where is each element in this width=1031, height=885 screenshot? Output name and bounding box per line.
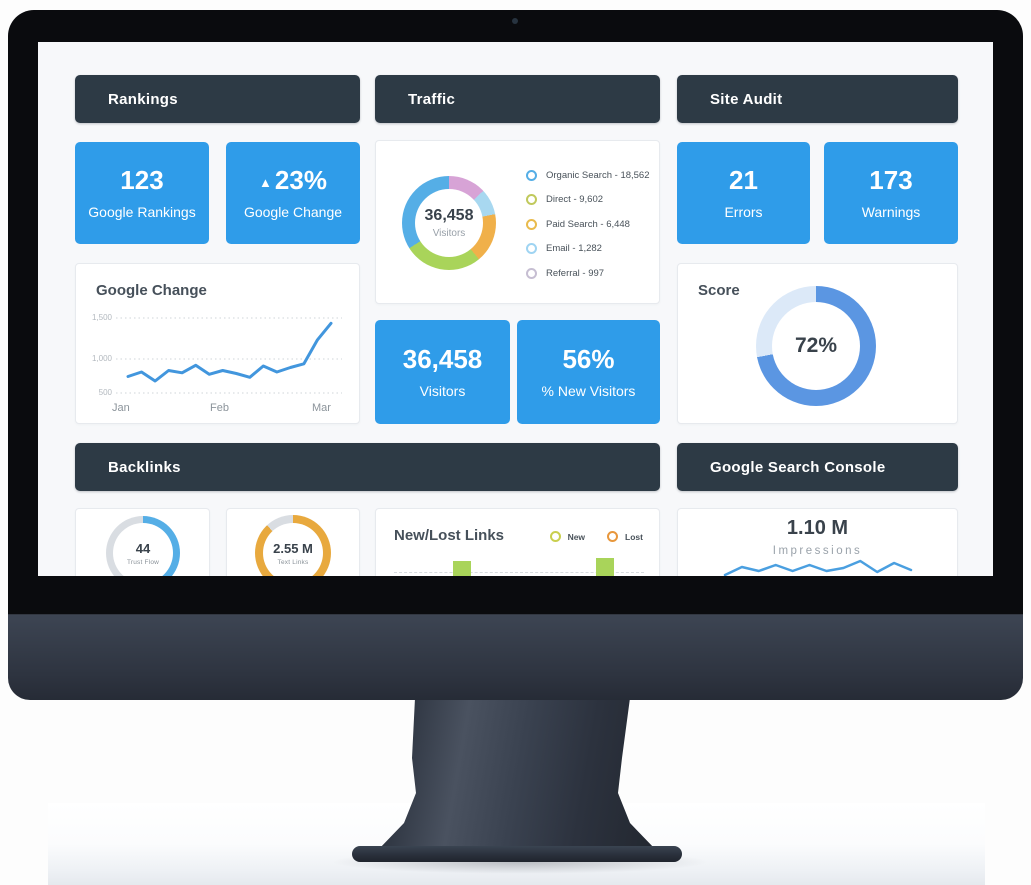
section-header-backlinks: Backlinks: [75, 443, 660, 491]
stat-value: 173: [869, 164, 913, 195]
monitor-chin: [8, 614, 1023, 700]
chart-title: New/Lost Links: [394, 527, 505, 544]
legend-label: Lost: [625, 531, 643, 542]
impressions-sparkline: [723, 559, 913, 576]
chart-gridline: [394, 572, 644, 573]
stat-value: 36,458: [402, 343, 483, 374]
stat-value: 56%: [562, 343, 615, 374]
webcam-icon: [512, 18, 518, 24]
impressions-label: Impressions: [772, 545, 863, 557]
legend-item: Lost: [607, 531, 643, 542]
stat-card-new-visitors: 56% % New Visitors: [517, 320, 660, 424]
gauge-center: 2.55 M Text Links: [263, 523, 323, 576]
stat-card-errors: 21 Errors: [677, 142, 810, 244]
text-links-gauge: 2.55 M Text Links: [255, 515, 331, 576]
bar-new-links: [596, 558, 614, 576]
stat-card-visitors: 36,458 Visitors: [375, 320, 510, 424]
stat-label: Google Rankings: [88, 203, 196, 220]
legend-item: Referral - 997: [526, 261, 650, 286]
monitor-stand-neck: [368, 698, 666, 860]
impressions-value: 1.10 M: [786, 517, 849, 539]
stat-label: Google Change: [243, 203, 343, 220]
legend-item: Direct - 9,602: [526, 188, 650, 213]
gauge-value: 44: [135, 540, 151, 556]
donut-center-value: 36,458: [424, 207, 474, 224]
gauge-center: 44 Trust Flow: [113, 523, 173, 576]
chart-title: Score: [698, 282, 740, 299]
stat-value: 21: [729, 164, 758, 195]
new-lost-links-card: New/Lost Links New Lost: [375, 508, 660, 576]
legend-dot-icon: [526, 218, 537, 230]
stat-label: % New Visitors: [541, 382, 636, 399]
seo-dashboard: Rankings Traffic Site Audit Backlinks Go…: [38, 42, 993, 576]
section-header-site-audit: Site Audit: [677, 75, 958, 123]
score-donut-chart: 72%: [756, 286, 876, 406]
trust-flow-gauge: 44 Trust Flow: [106, 516, 180, 576]
donut-center-label: Visitors: [432, 228, 466, 239]
legend-item: Organic Search - 18,562: [526, 163, 650, 188]
new-lost-legend: New Lost: [549, 531, 643, 542]
monitor-stand-base: [352, 846, 682, 862]
impressions-card: 1.10 M Impressions: [677, 508, 958, 576]
y-axis-tick: 1,000: [91, 354, 112, 363]
traffic-legend: Organic Search - 18,562 Direct - 9,602 P…: [526, 163, 650, 286]
legend-label: Email - 1,282: [546, 243, 602, 255]
legend-dot-icon: [607, 531, 619, 542]
x-axis-tick: Mar: [312, 402, 331, 414]
y-axis-tick: 500: [98, 388, 112, 397]
stat-card-google-change: ▲ 23% Google Change: [226, 142, 360, 244]
site-audit-score-card: Score 72%: [677, 263, 958, 424]
legend-item: Paid Search - 6,448: [526, 212, 650, 237]
stat-value: ▲ 23%: [259, 164, 327, 195]
legend-dot-icon: [526, 194, 537, 206]
section-header-google-search-console: Google Search Console: [677, 443, 958, 491]
legend-label: New: [567, 531, 586, 542]
google-change-line-chart: [116, 317, 342, 394]
legend-dot-icon: [526, 267, 537, 279]
monitor-screen: Rankings Traffic Site Audit Backlinks Go…: [38, 42, 993, 576]
stat-value: 123: [120, 164, 164, 195]
monitor: Rankings Traffic Site Audit Backlinks Go…: [8, 10, 1023, 700]
up-arrow-icon: ▲: [259, 174, 272, 190]
donut-center: 36,458 Visitors: [415, 189, 483, 257]
legend-label: Direct - 9,602: [546, 194, 604, 206]
score-value: 72%: [794, 334, 838, 357]
chart-title: Google Change: [96, 282, 207, 299]
legend-label: Organic Search - 18,562: [546, 169, 650, 181]
legend-label: Paid Search - 6,448: [546, 218, 630, 230]
gauge-value: 2.55 M: [273, 540, 313, 556]
legend-item: Email - 1,282: [526, 237, 650, 262]
x-axis-tick: Jan: [112, 402, 130, 414]
legend-dot-icon: [526, 169, 537, 181]
section-header-rankings: Rankings: [75, 75, 360, 123]
stat-card-warnings: 173 Warnings: [824, 142, 958, 244]
donut-center: 72%: [772, 302, 860, 390]
google-change-chart-card: Google Change 1,500 1,000 500 Jan Feb Ma…: [75, 263, 360, 424]
stat-label: Visitors: [419, 382, 466, 399]
section-header-traffic: Traffic: [375, 75, 660, 123]
x-axis-tick: Feb: [210, 402, 229, 414]
traffic-donut-chart: 36,458 Visitors: [402, 176, 496, 270]
text-links-gauge-card: 2.55 M Text Links: [226, 508, 360, 576]
legend-dot-icon: [526, 243, 537, 255]
trust-flow-gauge-card: 44 Trust Flow: [75, 508, 210, 576]
stat-label: Errors: [724, 203, 763, 220]
legend-dot-icon: [549, 531, 561, 542]
legend-item: New: [549, 531, 586, 542]
gauge-label: Text Links: [277, 558, 309, 566]
traffic-donut-card: 36,458 Visitors Organic Search - 18,562 …: [375, 140, 660, 304]
stat-card-google-rankings: 123 Google Rankings: [75, 142, 209, 244]
y-axis-tick: 1,500: [91, 313, 112, 322]
bar-new-links: [453, 561, 471, 576]
stat-label: Warnings: [861, 203, 921, 220]
gauge-label: Trust Flow: [126, 558, 160, 566]
legend-label: Referral - 997: [546, 267, 605, 279]
